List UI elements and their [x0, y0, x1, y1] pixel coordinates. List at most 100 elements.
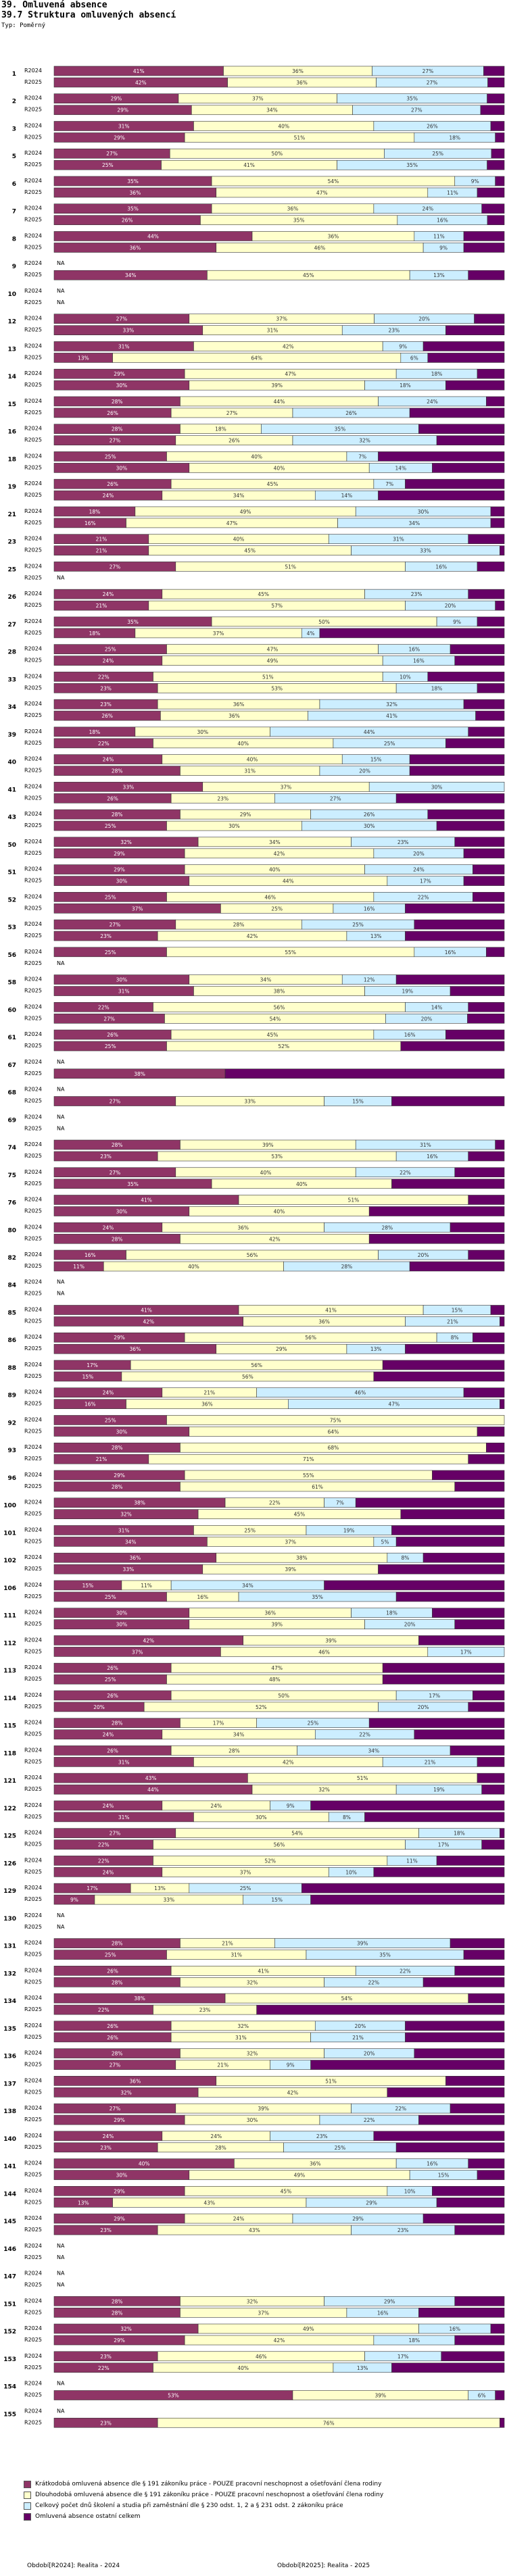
- bar-segment: [491, 148, 505, 159]
- data-label: 44%: [147, 233, 159, 239]
- bar-segment: [483, 66, 505, 76]
- period-label: R2025: [24, 2282, 42, 2288]
- data-label: 16%: [197, 1594, 208, 1600]
- data-label: 13%: [370, 933, 382, 939]
- bar-segment: [477, 683, 505, 693]
- legend-item: Krátkodobá omluvená absence dle § 191 zá…: [24, 2479, 504, 2490]
- data-label: 22%: [98, 2365, 110, 2371]
- period-label: R2024: [24, 480, 42, 487]
- bar-segment: [445, 1029, 505, 1040]
- period-label: R2025: [24, 1181, 42, 1187]
- period-label: R2025: [24, 878, 42, 884]
- period-label: R2024: [24, 232, 42, 239]
- data-label: 37%: [213, 630, 224, 637]
- data-label: 23%: [397, 2227, 409, 2233]
- data-label: 16%: [449, 2326, 460, 2332]
- bar-segment: [490, 506, 505, 517]
- period-label: R2024: [24, 1940, 42, 1946]
- bar-segment: [473, 864, 505, 874]
- data-label: 27%: [330, 795, 341, 801]
- data-label: 25%: [244, 1527, 256, 1533]
- data-label: 44%: [283, 878, 294, 885]
- data-label: 47%: [267, 647, 279, 653]
- group-label: 137: [3, 2081, 16, 2087]
- data-label: 17%: [429, 1693, 440, 1699]
- bar-segment: [475, 710, 505, 721]
- data-label: 23%: [199, 2007, 211, 2013]
- bar-segment: [490, 518, 505, 528]
- bar-segment: [391, 1179, 505, 1189]
- data-label: 36%: [328, 233, 339, 239]
- data-label: 31%: [393, 537, 404, 543]
- data-label: 27%: [110, 922, 121, 928]
- bar-segment: [486, 1442, 505, 1453]
- bar-segment: [500, 545, 505, 555]
- data-label: 20%: [359, 768, 370, 774]
- data-label: 29%: [114, 867, 125, 873]
- data-label: 25%: [384, 741, 395, 747]
- data-label: 16%: [84, 520, 96, 526]
- bar-segment: [405, 2032, 505, 2043]
- period-label: R2025: [24, 1868, 42, 1875]
- data-label: 34%: [269, 839, 281, 845]
- bar-segment: [445, 738, 505, 749]
- data-label: 46%: [355, 1390, 366, 1396]
- bar-segment: [481, 1839, 505, 1850]
- na-label: NA: [57, 299, 65, 305]
- bar-segment: [480, 105, 505, 116]
- period-label: R2024: [24, 1995, 42, 2001]
- group-label: 131: [3, 1943, 16, 1950]
- data-label: 20%: [364, 2051, 375, 2057]
- data-label: 36%: [130, 190, 141, 196]
- period-label: R2024: [24, 95, 42, 101]
- data-label: 40%: [233, 537, 245, 543]
- data-label: 33%: [420, 548, 431, 554]
- data-label: 9%: [287, 2062, 295, 2069]
- data-label: 38%: [134, 1500, 145, 1506]
- data-label: 17%: [438, 1842, 450, 1848]
- data-label: 42%: [283, 1759, 294, 1765]
- data-label: 28%: [112, 1941, 123, 1947]
- group-label: 26: [7, 594, 16, 601]
- data-label: 34%: [260, 977, 272, 983]
- data-label: 34%: [266, 107, 278, 114]
- data-label: 56%: [274, 1842, 285, 1848]
- data-label: 29%: [366, 2200, 377, 2206]
- bar-segment: [500, 2417, 505, 2428]
- period-label: R2025: [24, 1345, 42, 1352]
- period-label: R2025: [24, 547, 42, 553]
- data-label: 33%: [123, 784, 135, 790]
- data-label: 51%: [325, 2078, 337, 2084]
- data-label: 27%: [110, 2062, 121, 2069]
- bar-segment: [373, 1371, 505, 1382]
- data-label: 40%: [237, 2365, 249, 2371]
- period-label: R2025: [24, 2392, 42, 2398]
- data-label: 39%: [325, 1637, 337, 1643]
- group-label: 13: [7, 346, 16, 353]
- data-label: 16%: [364, 906, 375, 912]
- data-label: 18%: [449, 134, 460, 141]
- bar-segment: [310, 2060, 505, 2070]
- period-label: R2025: [24, 2419, 42, 2425]
- chart-legend: Krátkodobá omluvená absence dle § 191 zá…: [24, 2479, 504, 2522]
- data-label: 28%: [112, 2051, 123, 2057]
- data-label: 22%: [269, 1500, 281, 1506]
- data-label: 35%: [312, 1594, 323, 1600]
- data-label: 26%: [107, 2023, 118, 2029]
- data-label: 25%: [105, 894, 116, 900]
- na-label: NA: [57, 1087, 65, 1093]
- data-label: 46%: [256, 2354, 267, 2360]
- data-label: 20%: [413, 851, 425, 857]
- data-label: 26%: [427, 123, 438, 129]
- period-label: R2024: [24, 2243, 42, 2249]
- period-label: R2024: [24, 1720, 42, 1726]
- data-label: 22%: [400, 1170, 411, 1176]
- period-label: R2024: [24, 398, 42, 404]
- data-label: 41%: [325, 1307, 337, 1313]
- bar-segment: [301, 1883, 505, 1893]
- data-label: 41%: [386, 713, 397, 719]
- data-label: 30%: [116, 1622, 128, 1628]
- data-label: 19%: [402, 989, 413, 995]
- data-label: 25%: [308, 1720, 319, 1727]
- group-label: 33: [7, 676, 16, 683]
